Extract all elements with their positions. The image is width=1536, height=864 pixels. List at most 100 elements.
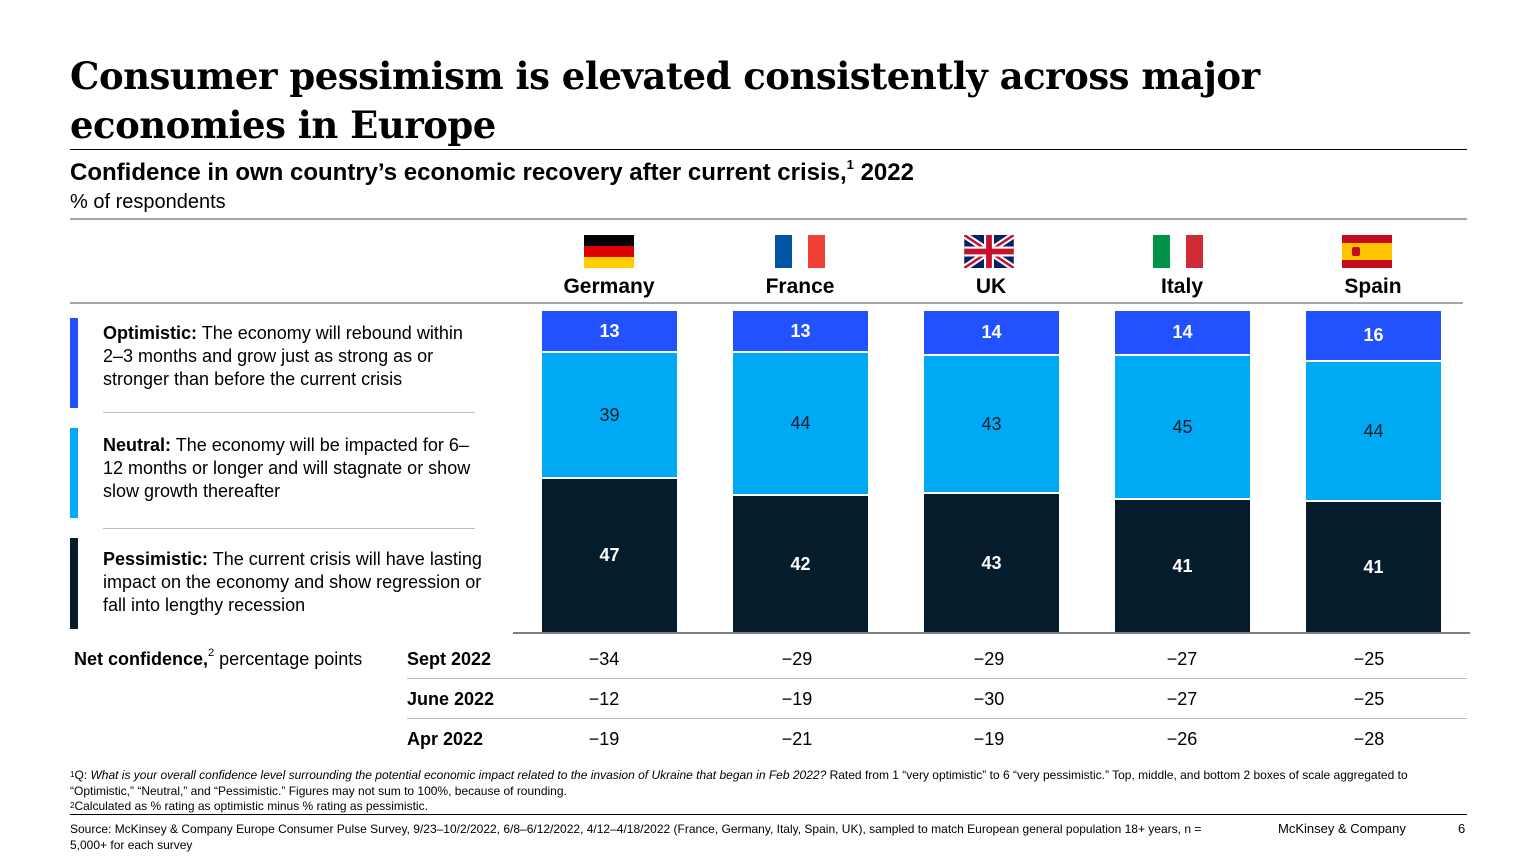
italy-flag-icon [1153,235,1203,268]
net-value-germany: −19 [588,729,620,749]
net-value-france: −21 [781,729,813,749]
legend-swatch-neutral [70,428,78,518]
tick-label-italy: Italy [1160,275,1204,298]
bar-pessimistic-uk: 43 [924,494,1059,632]
net-value-france: −19 [781,689,813,709]
net-value-italy: −27 [1166,689,1198,709]
tick-label-spain: Spain [1344,275,1402,298]
data-label-neutral-france: 44 [790,413,811,433]
net-value-uk: −19 [973,729,1005,749]
data-label-neutral-italy: 45 [1172,416,1193,437]
bar-optimistic-italy: 14 [1115,311,1250,354]
net-value-spain: −25 [1353,689,1385,709]
legend-pessimistic-title: Pessimistic: [103,549,209,569]
unit-label: % of respondents [70,191,226,213]
net-value-france: −29 [781,649,813,669]
legend-pessimistic: Pessimistic: The current crisis will hav… [103,548,483,617]
tick-label-germany: Germany [563,275,655,298]
net-value-uk: −30 [973,689,1005,709]
data-label-optimistic-uk: 14 [981,322,1002,342]
bar-pessimistic-germany: 47 [542,479,677,632]
footnote-1-text: Rated from 1 “very optimistic” to 6 “ver… [70,768,1408,798]
brand-label: McKinsey & Company [1278,821,1406,836]
legend-swatch-optimistic [70,318,78,408]
subtitle-text: Confidence in own country’s economic rec… [70,159,847,186]
legend-divider [103,412,475,413]
tick-label-uk: UK [975,275,1007,298]
bar-neutral-italy: 45 [1115,356,1250,498]
legend-swatch-pessimistic [70,538,78,629]
data-label-neutral-germany: 39 [599,404,620,425]
subtitle-footnote-mark: 1 [846,157,854,172]
bar-optimistic-france: 13 [733,311,868,351]
footnote-1: 1Q: What is your overall confidence leve… [70,767,1440,799]
net-confidence-unit: percentage points [219,649,363,669]
footnote-1-prefix: Q: [74,768,91,782]
bar-pessimistic-spain: 41 [1306,502,1441,632]
data-label-neutral-spain: 44 [1363,420,1384,441]
legend-optimistic-desc: The economy will rebound within 2–3 mont… [103,323,463,389]
table-row-divider [407,718,1467,719]
data-label-optimistic-italy: 14 [1172,322,1193,342]
subtitle-rule [70,218,1467,220]
data-label-optimistic-france: 13 [790,320,811,341]
row-label-apr-2022: Apr 2022 [407,729,484,749]
france-flag-icon [775,235,825,268]
row-label-june-2022: June 2022 [407,689,495,709]
net-value-uk: −29 [973,649,1005,669]
net-confidence-title: Net confidence, [74,649,209,669]
data-label-pessimistic-france: 42 [790,553,811,574]
net-value-germany: −34 [588,649,620,669]
chart-baseline [513,632,1470,634]
net-value-spain: −25 [1353,649,1385,669]
tick-label-france: France [765,275,835,298]
footnote-1-question: What is your overall confidence level su… [90,768,827,782]
data-label-neutral-uk: 43 [981,413,1002,434]
net-confidence-footnote-mark: 2 [208,647,215,659]
legend-pessimistic-desc: The current crisis will have lasting imp… [103,549,482,615]
footnote-2: 2Calculated as % rating as optimistic mi… [70,798,1440,814]
net-value-italy: −27 [1166,649,1198,669]
legend-neutral-desc: The economy will be impacted for 6–12 mo… [103,435,471,501]
bar-optimistic-spain: 16 [1306,311,1441,360]
legend-divider [103,528,475,529]
net-confidence-label: Net confidence,2 percentage points [74,647,363,670]
net-value-italy: −26 [1166,729,1198,749]
data-label-pessimistic-uk: 43 [981,552,1002,573]
data-label-pessimistic-spain: 41 [1363,556,1384,577]
data-label-optimistic-spain: 16 [1363,325,1384,345]
legend-neutral-title: Neutral: [103,435,172,455]
footnote-2-mark: 2 [70,801,75,810]
bar-neutral-spain: 44 [1306,362,1441,500]
title-rule [70,149,1467,150]
uk-flag-icon [964,235,1014,268]
bar-optimistic-germany: 13 [542,311,677,351]
bar-neutral-france: 44 [733,353,868,494]
legend-neutral: Neutral: The economy will be impacted fo… [103,434,483,503]
legend-optimistic-title: Optimistic: [103,323,198,343]
subtitle-year: 2022 [860,159,914,186]
chart-subtitle: Confidence in own country’s economic rec… [70,157,914,187]
footnote-1-mark: 1 [70,770,75,779]
source-note: Source: McKinsey & Company Europe Consum… [70,822,1202,852]
net-value-spain: −28 [1353,729,1385,749]
row-label-sept-2022: Sept 2022 [407,649,492,669]
bar-optimistic-uk: 14 [924,311,1059,354]
bar-neutral-uk: 43 [924,356,1059,492]
bar-pessimistic-france: 42 [733,496,868,632]
data-label-pessimistic-germany: 47 [599,545,620,565]
page-number: 6 [1458,821,1466,836]
data-label-pessimistic-italy: 41 [1172,555,1193,576]
bar-pessimistic-italy: 41 [1115,500,1250,632]
footnote-2-text: Calculated as % rating as optimistic min… [74,799,428,813]
footer-rule [70,814,1467,815]
table-row-divider [407,678,1467,679]
germany-flag-icon [584,235,634,268]
header-rule [70,302,1463,304]
legend-optimistic: Optimistic: The economy will rebound wit… [103,322,483,391]
bar-neutral-germany: 39 [542,353,677,477]
data-label-optimistic-germany: 13 [599,320,620,341]
spain-flag-icon [1342,235,1392,268]
page-title: Consumer pessimism is elevated consisten… [70,54,1260,147]
net-value-germany: −12 [588,689,620,709]
